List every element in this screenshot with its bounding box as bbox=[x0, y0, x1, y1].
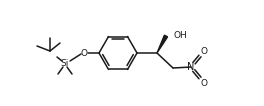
Text: Si: Si bbox=[61, 59, 69, 68]
Text: O: O bbox=[200, 47, 208, 56]
Text: O: O bbox=[200, 79, 208, 87]
Text: OH: OH bbox=[173, 31, 187, 40]
Text: O: O bbox=[81, 49, 87, 57]
Text: N: N bbox=[187, 62, 195, 72]
Polygon shape bbox=[157, 35, 168, 53]
